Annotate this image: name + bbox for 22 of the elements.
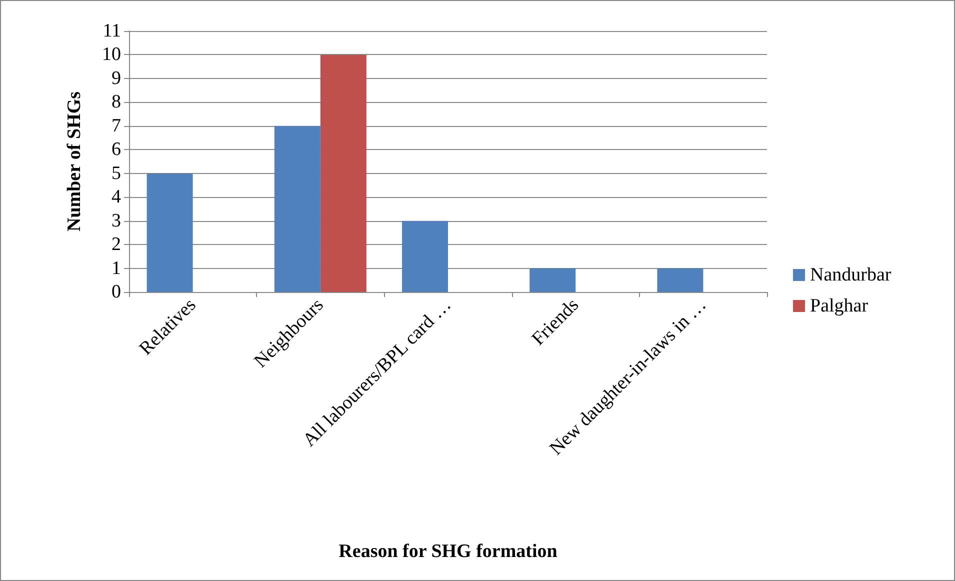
- y-axis-title: Number of SHGs: [64, 91, 85, 232]
- y-tick-label: 6: [112, 139, 121, 160]
- y-tick-label: 3: [112, 210, 121, 232]
- bar: [530, 268, 576, 292]
- y-tick-label: 7: [112, 115, 121, 136]
- y-tick-label: 8: [112, 92, 121, 113]
- x-axis-title: Reason for SHG formation: [338, 541, 558, 562]
- y-tick-label: 1: [112, 258, 121, 279]
- bar: [657, 268, 704, 292]
- y-tick-label: 4: [112, 186, 122, 208]
- y-tick-label: 9: [112, 68, 121, 89]
- y-tick-label: 11: [102, 20, 121, 42]
- bar: [146, 173, 193, 292]
- y-tick-label: 5: [112, 162, 121, 184]
- bar: [274, 126, 320, 292]
- bar: [320, 54, 366, 292]
- y-tick-label: 10: [102, 44, 121, 66]
- bar: [402, 220, 448, 292]
- y-tick-label: 2: [112, 234, 121, 256]
- y-tick-label: 0: [112, 282, 121, 302]
- legend-label: Palghar: [810, 296, 869, 316]
- legend-label: Nandurbar: [810, 264, 892, 286]
